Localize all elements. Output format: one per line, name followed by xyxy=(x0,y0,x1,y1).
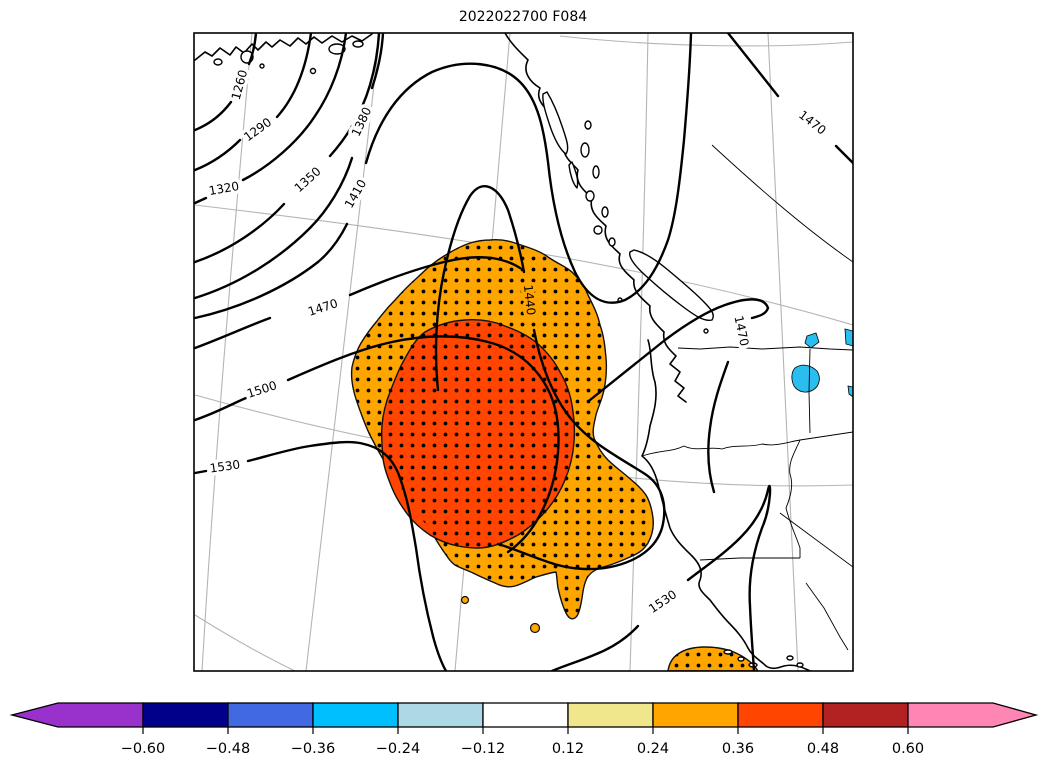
colorbar-tick-label: −0.12 xyxy=(461,741,505,757)
chart-title: 2022022700 F084 xyxy=(459,9,587,25)
colorbar-right-arrow-segment xyxy=(907,702,1039,728)
lake xyxy=(791,364,820,393)
colorbar-segment xyxy=(652,702,739,728)
contour-1470-trough xyxy=(588,298,770,494)
channel-island xyxy=(723,649,733,655)
contour-1410 xyxy=(194,33,693,320)
colorbar-tick-label: −0.36 xyxy=(291,741,335,757)
aleutian-island xyxy=(213,58,223,66)
shading-islet xyxy=(529,622,541,634)
lakes xyxy=(791,328,853,398)
stipple-dots-overlay xyxy=(351,239,654,619)
contour-1470-west xyxy=(194,256,522,350)
contour-1470-northeast xyxy=(726,33,853,165)
lake xyxy=(804,332,820,349)
island-sliver xyxy=(568,161,579,189)
colorbar-tick-label: 0.60 xyxy=(892,741,924,757)
colorbar-tick-label: 0.12 xyxy=(552,741,584,757)
contour-1530-southeast xyxy=(550,484,772,671)
contour-1440 xyxy=(434,185,666,571)
lake xyxy=(844,328,853,347)
us-west-coastline xyxy=(641,339,813,671)
bc-mainland-coastline xyxy=(504,33,687,403)
contour-1530-west xyxy=(194,440,448,671)
bc-island xyxy=(593,225,603,235)
shading-islet xyxy=(460,595,470,605)
colorbar-tick-label: −0.24 xyxy=(376,741,420,757)
shaded-region-main xyxy=(350,239,654,634)
colorbar-ticks xyxy=(142,727,909,734)
colorbar-segment xyxy=(312,702,399,728)
bc-island xyxy=(592,165,600,179)
colorbar-tick-labels: −0.60 −0.48 −0.36 −0.24 −0.12 0.12 0.24 … xyxy=(121,741,924,757)
channel-island xyxy=(786,655,794,661)
colorbar-segment xyxy=(567,702,654,728)
lake xyxy=(847,385,853,398)
colorbar-tick-label: 0.36 xyxy=(722,741,754,757)
map-area: 1260 1290 1320 1350 1380 1410 1440 1470 … xyxy=(194,33,853,671)
colorbar-segment xyxy=(397,702,484,728)
small-island xyxy=(309,67,317,75)
colorbar-segment xyxy=(482,702,569,728)
island xyxy=(352,40,364,48)
haida-gwaii-island xyxy=(542,91,569,155)
channel-island xyxy=(796,662,804,668)
bc-island xyxy=(585,190,595,202)
contour-1320 xyxy=(194,33,348,205)
or-id-border xyxy=(785,439,801,558)
contour-1350 xyxy=(194,33,381,264)
wa-or-border xyxy=(641,431,853,457)
wa-id-border xyxy=(808,348,811,434)
stipple-dots-overlay-south xyxy=(668,647,758,671)
islet xyxy=(703,328,709,334)
colorbar-segment xyxy=(142,702,229,728)
map-frame xyxy=(193,32,854,672)
bc-island xyxy=(601,206,609,218)
id-nv-border xyxy=(779,512,853,568)
colorbar: −0.60 −0.48 −0.36 −0.24 −0.12 0.12 0.24 … xyxy=(9,702,1039,757)
colorbar-tick-label: −0.48 xyxy=(206,741,250,757)
borders xyxy=(641,144,853,651)
contour-1260 xyxy=(194,33,258,132)
alaska-coastline xyxy=(194,33,373,61)
colorbar-tick-label: −0.60 xyxy=(121,741,165,757)
colorbar-segment xyxy=(227,702,314,728)
us-canada-border xyxy=(677,346,853,351)
colorbar-segment xyxy=(737,702,824,728)
colorbar-tick-label: 0.48 xyxy=(807,741,839,757)
small-island xyxy=(259,63,265,69)
bc-island xyxy=(608,237,616,247)
contour-1380 xyxy=(194,33,385,300)
channel-island xyxy=(737,656,745,662)
bc-island xyxy=(584,120,592,130)
ca-nv-border xyxy=(805,582,849,651)
colorbar-segment xyxy=(822,702,909,728)
colorbar-tick-label: 0.24 xyxy=(637,741,669,757)
bc-island xyxy=(580,142,590,158)
contour-1290 xyxy=(194,33,313,172)
coastlines xyxy=(194,33,813,671)
shaded-region-south xyxy=(667,646,759,671)
vancouver-island xyxy=(629,249,714,322)
island xyxy=(328,43,346,55)
bc-alberta-border xyxy=(711,144,853,263)
contour-1500 xyxy=(194,335,560,554)
